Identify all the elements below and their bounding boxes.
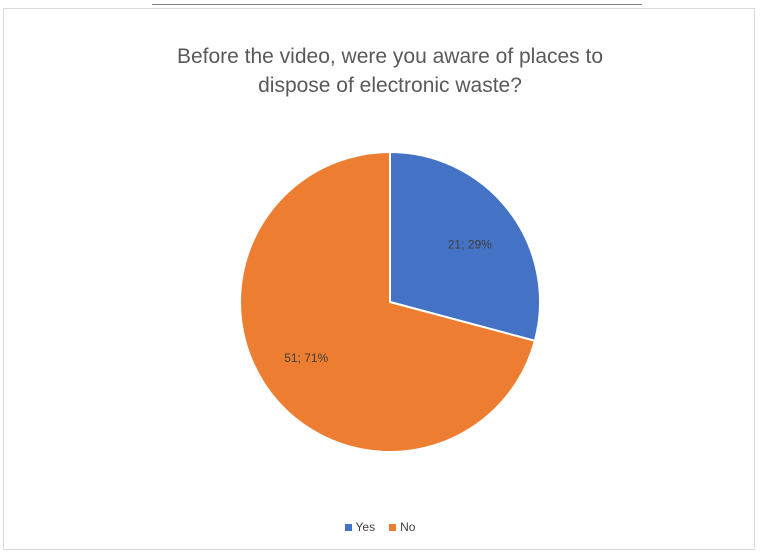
pie-slice-yes	[389, 150, 541, 343]
data-label-yes: 21; 29%	[448, 238, 492, 252]
legend-swatch-no	[389, 523, 397, 531]
legend-entry-yes: Yes	[344, 520, 376, 534]
chart-title-line-2: dispose of electronic waste?	[258, 74, 522, 97]
data-label-no: 51; 71%	[284, 351, 328, 365]
legend-swatch-yes	[344, 523, 352, 531]
chart-title-line-1: Before the video, were you aware of plac…	[176, 45, 604, 68]
top-rule	[152, 4, 642, 5]
chart-title: Before the video, were you aware of plac…	[60, 42, 720, 100]
chart-frame	[3, 8, 755, 550]
legend-label-no: No	[400, 520, 416, 534]
pie-slice-no	[239, 150, 537, 453]
legend: Yes No	[0, 520, 760, 534]
legend-entry-no: No	[389, 520, 415, 534]
legend-label-yes: Yes	[355, 520, 376, 534]
